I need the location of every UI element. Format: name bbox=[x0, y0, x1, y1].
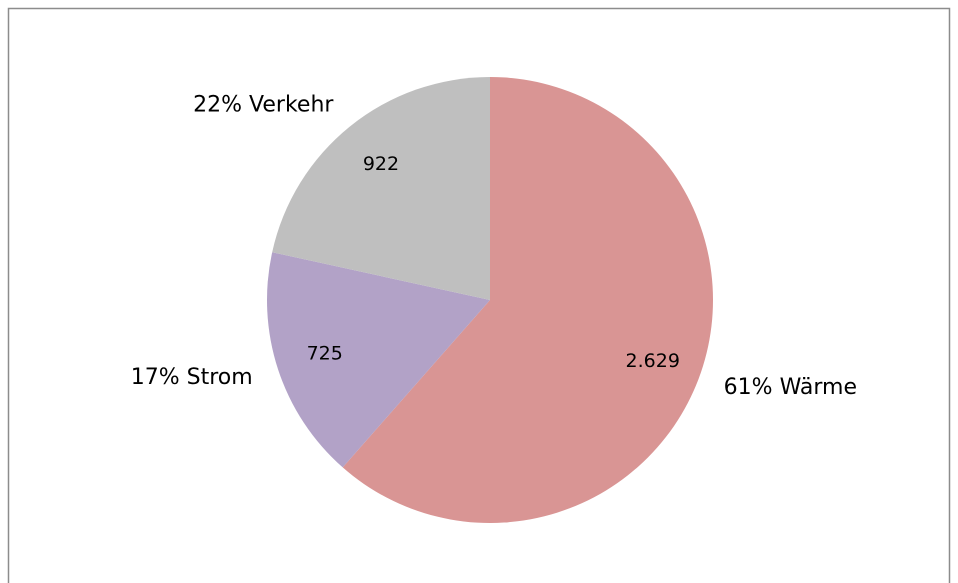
category-label: 61% Wärme bbox=[724, 375, 857, 400]
value-label: 725 bbox=[307, 343, 343, 365]
category-label: 17% Strom bbox=[131, 365, 253, 390]
pie-slice bbox=[267, 252, 490, 468]
value-label: 922 bbox=[363, 153, 399, 175]
pie-slice bbox=[342, 77, 713, 523]
pie-slice bbox=[272, 77, 490, 300]
category-label: 22% Verkehr bbox=[193, 92, 334, 117]
value-label: 2.629 bbox=[626, 350, 680, 372]
